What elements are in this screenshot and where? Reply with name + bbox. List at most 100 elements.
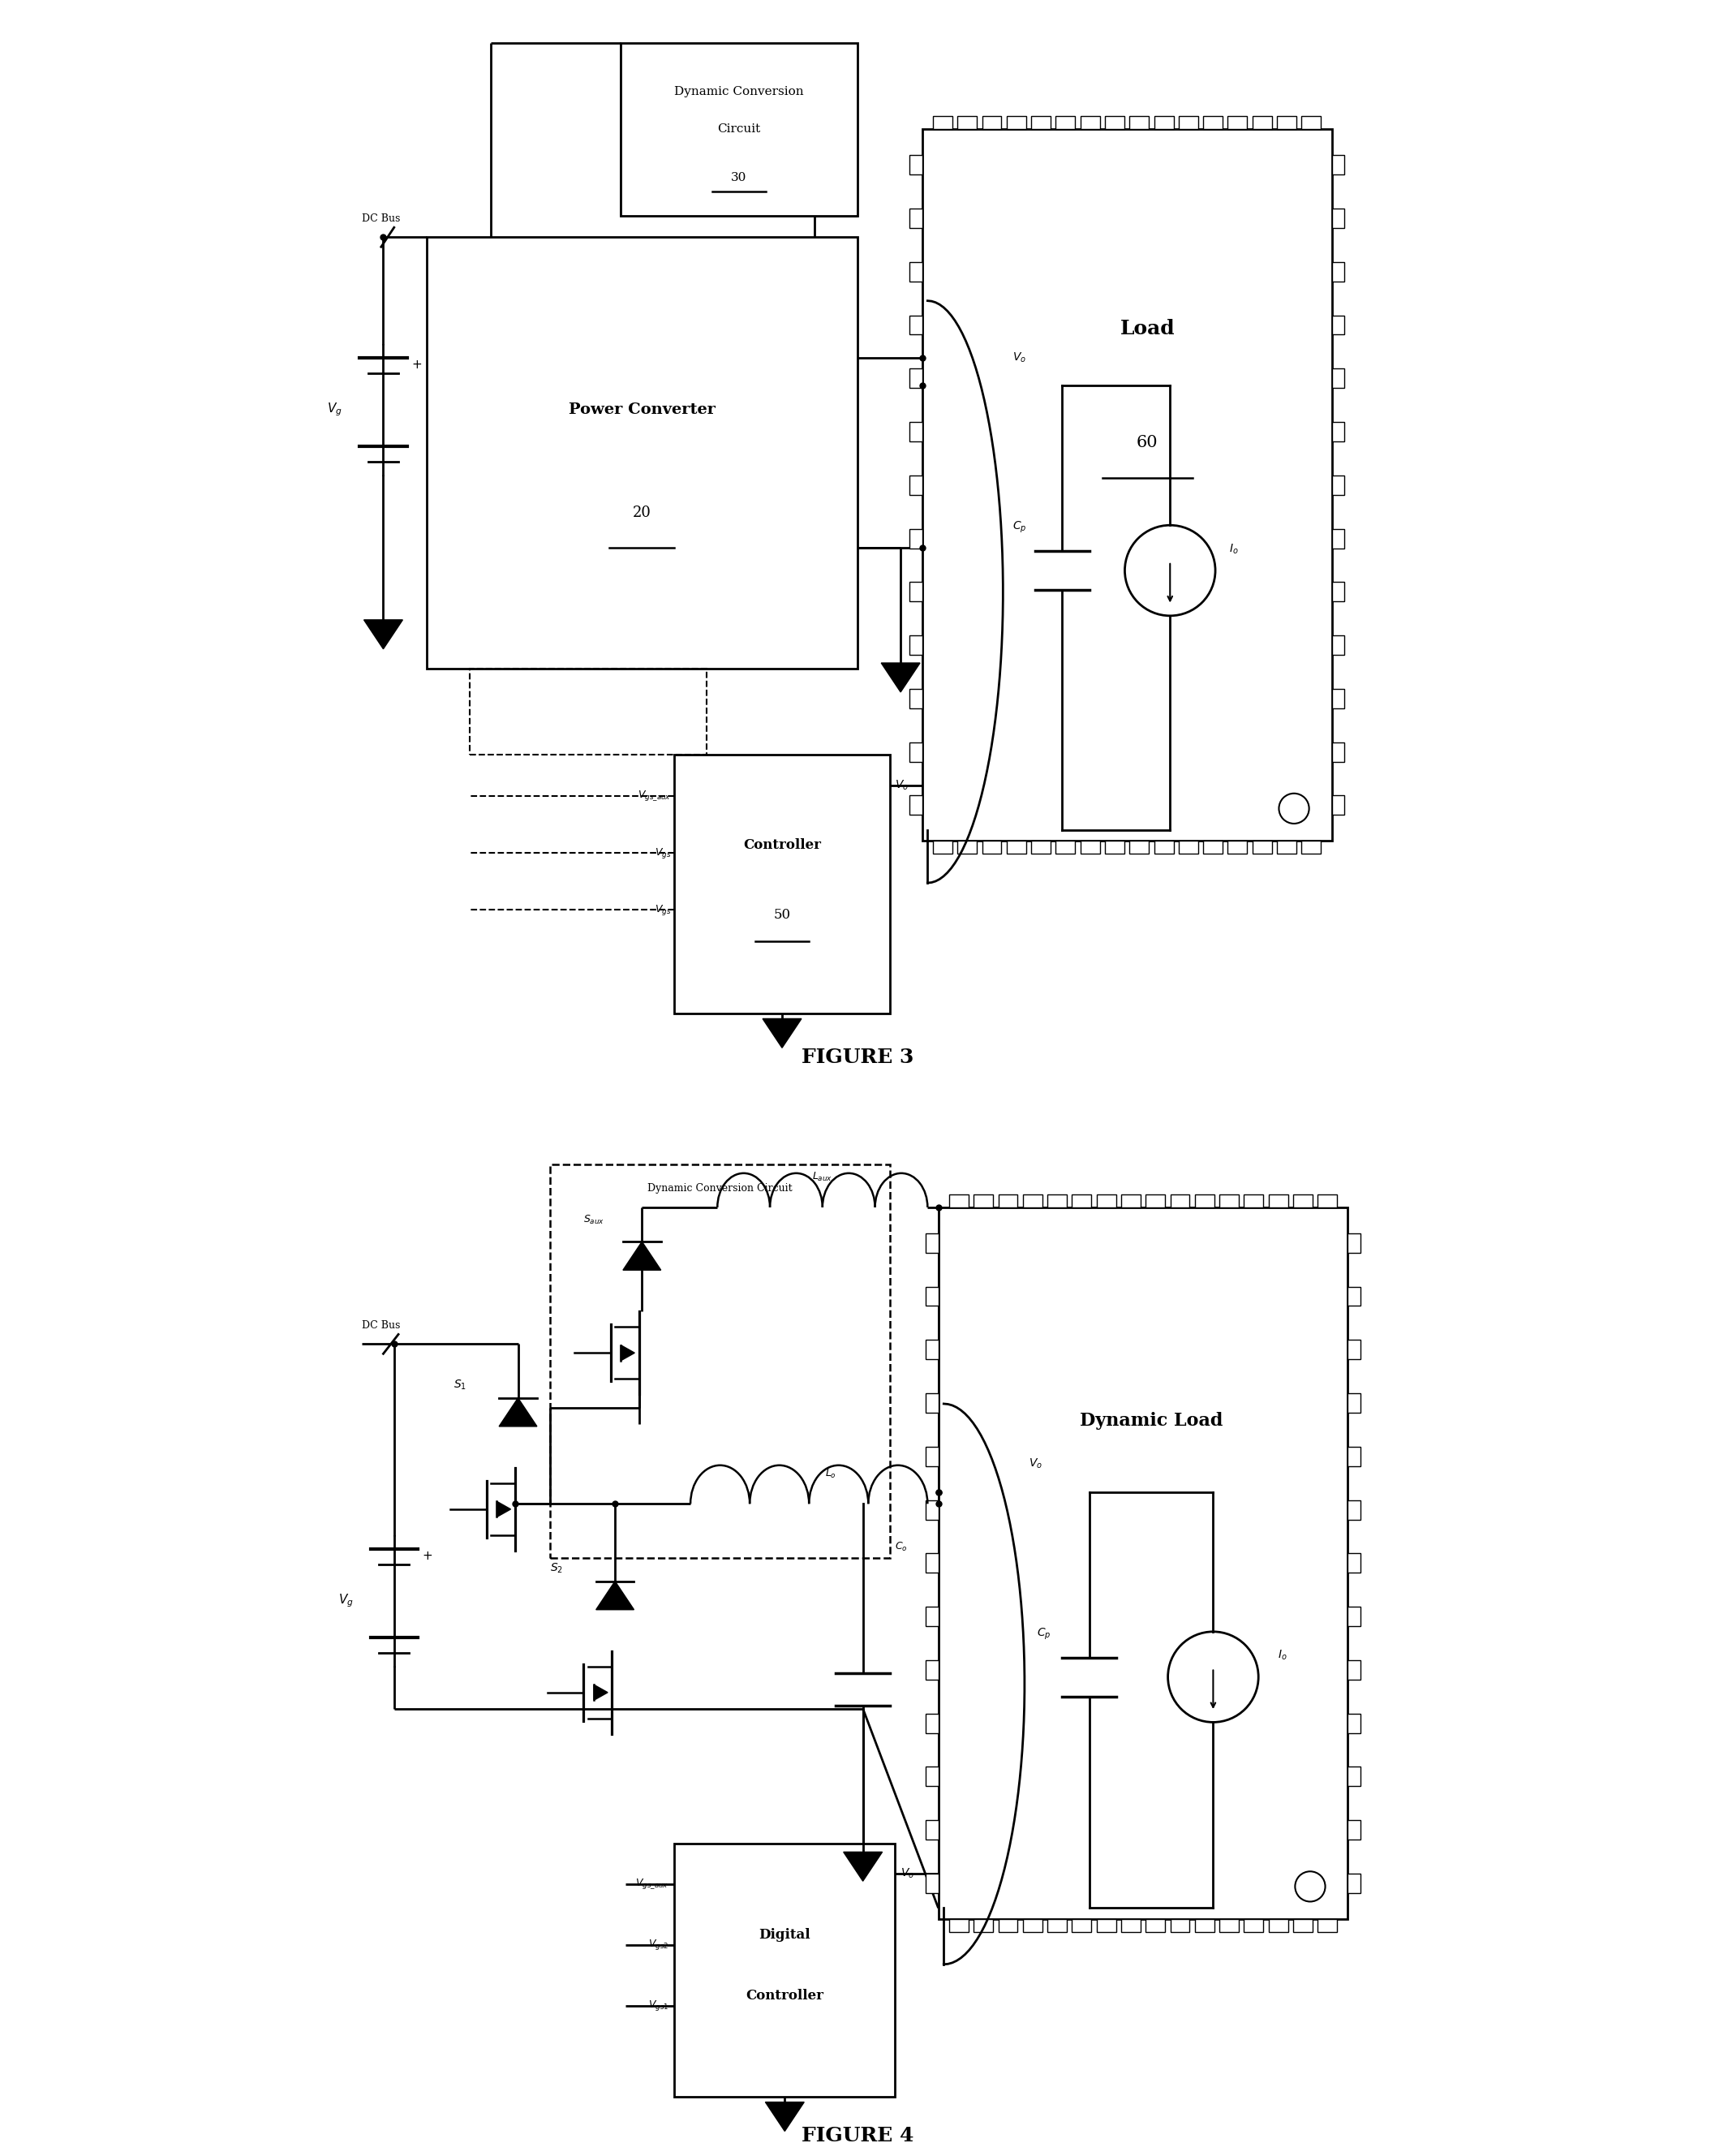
Text: $V_g$: $V_g$ xyxy=(338,1593,353,1608)
FancyBboxPatch shape xyxy=(1348,1606,1360,1626)
FancyBboxPatch shape xyxy=(1252,841,1273,854)
FancyBboxPatch shape xyxy=(1178,116,1199,129)
FancyBboxPatch shape xyxy=(1348,1820,1360,1839)
FancyBboxPatch shape xyxy=(1104,116,1125,129)
Text: $V_o$: $V_o$ xyxy=(900,1867,914,1880)
FancyBboxPatch shape xyxy=(933,841,952,854)
FancyBboxPatch shape xyxy=(974,1919,993,1932)
Polygon shape xyxy=(364,619,403,649)
Polygon shape xyxy=(844,1852,882,1880)
Text: $V_{gs1}$: $V_{gs1}$ xyxy=(648,1999,669,2012)
FancyBboxPatch shape xyxy=(1348,1660,1360,1680)
Polygon shape xyxy=(763,1018,801,1048)
FancyBboxPatch shape xyxy=(1007,841,1026,854)
FancyBboxPatch shape xyxy=(926,1393,938,1412)
Text: +: + xyxy=(412,358,422,371)
Text: +: + xyxy=(422,1550,432,1561)
Text: $C_p$: $C_p$ xyxy=(1038,1626,1051,1641)
Text: 30: 30 xyxy=(731,172,746,183)
Text: $C_o$: $C_o$ xyxy=(895,1542,907,1552)
Text: DC Bus: DC Bus xyxy=(362,213,400,224)
FancyBboxPatch shape xyxy=(1333,582,1345,602)
Text: $V_{gs2}$: $V_{gs2}$ xyxy=(648,1938,669,1951)
FancyBboxPatch shape xyxy=(1348,1233,1360,1253)
FancyBboxPatch shape xyxy=(909,476,923,496)
FancyBboxPatch shape xyxy=(1348,1714,1360,1733)
FancyBboxPatch shape xyxy=(1130,116,1149,129)
Polygon shape xyxy=(882,664,919,692)
FancyBboxPatch shape xyxy=(1154,116,1173,129)
FancyBboxPatch shape xyxy=(1333,423,1345,442)
Text: Dynamic Conversion Circuit: Dynamic Conversion Circuit xyxy=(648,1184,792,1192)
FancyBboxPatch shape xyxy=(1130,841,1149,854)
FancyBboxPatch shape xyxy=(923,129,1333,841)
Text: Dynamic Conversion: Dynamic Conversion xyxy=(674,86,804,97)
FancyBboxPatch shape xyxy=(948,1194,969,1207)
FancyBboxPatch shape xyxy=(674,755,890,1013)
Polygon shape xyxy=(623,1242,660,1270)
FancyBboxPatch shape xyxy=(1333,155,1345,175)
FancyBboxPatch shape xyxy=(1333,690,1345,707)
FancyBboxPatch shape xyxy=(1333,528,1345,548)
Text: $L_o$: $L_o$ xyxy=(825,1468,837,1479)
FancyBboxPatch shape xyxy=(1146,1194,1164,1207)
Text: $V_{gs}$: $V_{gs}$ xyxy=(655,903,671,916)
Text: Controller: Controller xyxy=(743,839,821,852)
FancyBboxPatch shape xyxy=(1333,261,1345,280)
FancyBboxPatch shape xyxy=(1348,1287,1360,1307)
Text: 60: 60 xyxy=(1137,436,1158,451)
Text: $V_g$: $V_g$ xyxy=(328,401,343,418)
FancyBboxPatch shape xyxy=(957,116,978,129)
FancyBboxPatch shape xyxy=(1252,116,1273,129)
FancyBboxPatch shape xyxy=(1317,1194,1338,1207)
Text: Load: Load xyxy=(1120,319,1175,338)
Polygon shape xyxy=(593,1684,607,1701)
FancyBboxPatch shape xyxy=(1195,1194,1214,1207)
FancyBboxPatch shape xyxy=(1348,1768,1360,1785)
FancyBboxPatch shape xyxy=(938,1207,1348,1919)
FancyBboxPatch shape xyxy=(948,1919,969,1932)
FancyBboxPatch shape xyxy=(1056,841,1075,854)
Text: $V_{gs}$: $V_{gs}$ xyxy=(655,845,671,860)
FancyBboxPatch shape xyxy=(926,1768,938,1785)
FancyBboxPatch shape xyxy=(1219,1194,1238,1207)
FancyBboxPatch shape xyxy=(957,841,978,854)
FancyBboxPatch shape xyxy=(1204,841,1223,854)
Text: 50: 50 xyxy=(773,908,791,923)
FancyBboxPatch shape xyxy=(1333,796,1345,815)
FancyBboxPatch shape xyxy=(1333,636,1345,655)
FancyBboxPatch shape xyxy=(909,315,923,334)
FancyBboxPatch shape xyxy=(1122,1919,1140,1932)
FancyBboxPatch shape xyxy=(1333,476,1345,496)
Text: $V_o$: $V_o$ xyxy=(1029,1457,1043,1470)
FancyBboxPatch shape xyxy=(1080,841,1099,854)
FancyBboxPatch shape xyxy=(909,690,923,707)
Text: $V_{gs\_aux}$: $V_{gs\_aux}$ xyxy=(636,1878,669,1891)
FancyBboxPatch shape xyxy=(926,1287,938,1307)
FancyBboxPatch shape xyxy=(909,209,923,229)
FancyBboxPatch shape xyxy=(926,1339,938,1358)
FancyBboxPatch shape xyxy=(427,237,858,668)
Text: $I_o$: $I_o$ xyxy=(1230,543,1238,556)
FancyBboxPatch shape xyxy=(1178,841,1199,854)
Text: $C_p$: $C_p$ xyxy=(1012,520,1026,535)
Text: $V_o$: $V_o$ xyxy=(895,778,909,791)
Polygon shape xyxy=(621,1345,635,1360)
Text: $V_{gs\_aux}$: $V_{gs\_aux}$ xyxy=(638,789,671,802)
Text: $L_{aux}$: $L_{aux}$ xyxy=(813,1171,833,1184)
Text: FIGURE 4: FIGURE 4 xyxy=(801,2126,914,2145)
FancyBboxPatch shape xyxy=(1348,1501,1360,1520)
FancyBboxPatch shape xyxy=(1333,209,1345,229)
FancyBboxPatch shape xyxy=(909,261,923,280)
FancyBboxPatch shape xyxy=(1031,841,1051,854)
FancyBboxPatch shape xyxy=(926,1820,938,1839)
FancyBboxPatch shape xyxy=(1096,1194,1116,1207)
FancyBboxPatch shape xyxy=(1269,1919,1288,1932)
FancyBboxPatch shape xyxy=(1096,1919,1116,1932)
FancyBboxPatch shape xyxy=(1048,1919,1067,1932)
FancyBboxPatch shape xyxy=(933,116,952,129)
FancyBboxPatch shape xyxy=(1146,1919,1164,1932)
FancyBboxPatch shape xyxy=(1228,116,1247,129)
Polygon shape xyxy=(597,1580,635,1611)
FancyBboxPatch shape xyxy=(1154,841,1173,854)
